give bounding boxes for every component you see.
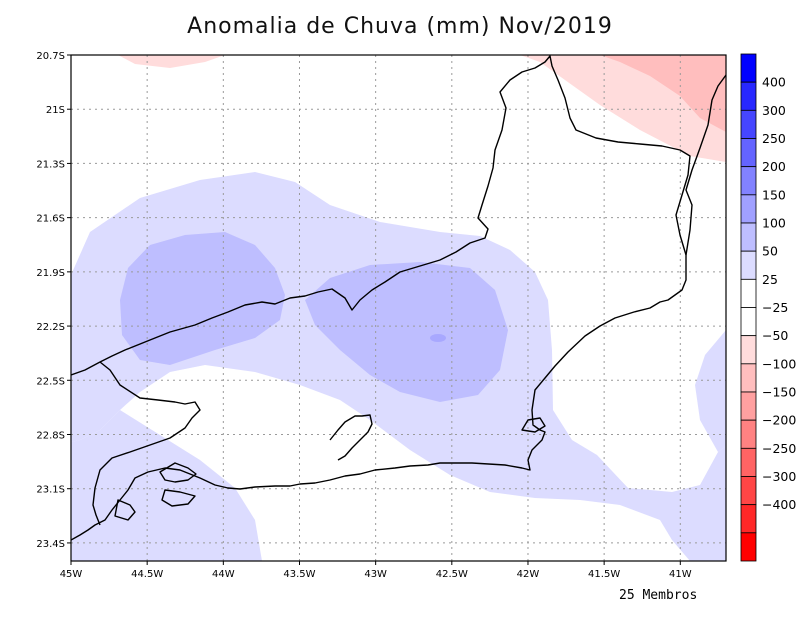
island — [521, 417, 546, 433]
lat-lon-grid — [71, 55, 726, 561]
colorbar-label: −100 — [762, 356, 796, 371]
lat-tick-label: 22.2S — [36, 322, 65, 333]
colorbar-swatch — [740, 53, 757, 83]
colorbar-swatch — [740, 363, 757, 393]
lon-tick-label: 44W — [212, 569, 235, 580]
colorbar-swatch — [740, 307, 757, 337]
lat-tick-label: 21S — [46, 105, 65, 116]
colorbar-swatch — [740, 419, 757, 449]
island — [161, 489, 196, 507]
lat-tick-label: 21.6S — [36, 214, 65, 225]
lon-tick-label: 43W — [364, 569, 387, 580]
colorbar-label: −150 — [762, 385, 796, 400]
colorbar-swatch — [740, 109, 757, 139]
colorbar-label: 100 — [762, 216, 786, 231]
lat-tick-label: 22.5S — [36, 376, 65, 387]
ensemble-members-label: 25 Membros — [619, 588, 698, 603]
lon-tick-label: 41W — [669, 569, 692, 580]
island — [114, 499, 136, 521]
longitude-axis: 45W 44.5W 44W 43.5W 43W 42.5W 42W 41.5W 41W — [60, 561, 692, 580]
lat-tick-label: 21.9S — [36, 268, 65, 279]
anomaly-fill-layer — [71, 55, 726, 561]
colorbar-swatch — [740, 532, 757, 562]
colorbar-swatch — [740, 335, 757, 365]
colorbar-legend: 400 300 250 200 150 100 50 25 −25 −50 −100 −150 −200… — [740, 53, 796, 562]
state-boundary-coastline — [71, 55, 726, 541]
colorbar-swatch — [740, 504, 757, 534]
colorbar-label: 150 — [762, 187, 786, 202]
lat-tick-label: 22.8S — [36, 431, 65, 442]
colorbar-swatch — [740, 194, 757, 224]
anomaly-light-red-top — [118, 55, 225, 68]
colorbar-label: −400 — [762, 497, 796, 512]
latitude-axis: 20.7S 21S 21.3S 21.6S 21.9S 22.2S 22.5S 22.8S 23… — [36, 51, 71, 550]
guanabara-bay — [329, 414, 373, 461]
colorbar-swatch — [740, 81, 757, 111]
colorbar-label: 250 — [762, 131, 786, 146]
anomaly-mid-blue-dot — [430, 334, 446, 342]
anomaly-light-blue-right — [695, 330, 726, 452]
lon-tick-label: 41.5W — [588, 569, 620, 580]
colorbar-swatch — [740, 250, 757, 280]
anomaly-mid-red-region — [600, 55, 726, 132]
island — [159, 462, 197, 483]
colorbar-label: −200 — [762, 413, 796, 428]
colorbar-swatch — [740, 476, 757, 506]
colorbar-label: 50 — [762, 244, 778, 259]
coastline-north — [685, 74, 726, 256]
lon-tick-label: 42.5W — [436, 569, 468, 580]
inland-border-south — [92, 361, 201, 526]
map-title: Anomalia de Chuva (mm) Nov/2019 — [187, 14, 613, 39]
colorbar-label: 200 — [762, 159, 786, 174]
anomaly-light-blue-bottom — [71, 410, 262, 561]
colorbar-label: 400 — [762, 75, 786, 90]
colorbar-label: −25 — [762, 300, 788, 315]
colorbar-swatch — [740, 222, 757, 252]
anomaly-mid-blue-east — [305, 262, 508, 402]
colorbar-label: −300 — [762, 469, 796, 484]
anomaly-mid-blue-west — [120, 232, 285, 365]
colorbar-swatch — [740, 138, 757, 168]
lat-tick-label: 21.3S — [36, 159, 65, 170]
lon-tick-label: 42W — [517, 569, 540, 580]
colorbar-swatch — [740, 166, 757, 196]
lon-tick-label: 43.5W — [283, 569, 315, 580]
colorbar-label: −50 — [762, 328, 788, 343]
colorbar-swatch — [740, 391, 757, 421]
colorbar-label: −250 — [762, 441, 796, 456]
plot-frame — [70, 54, 727, 562]
lat-tick-label: 23.4S — [36, 539, 65, 550]
lon-tick-label: 45W — [60, 569, 83, 580]
colorbar-label: 25 — [762, 272, 778, 287]
lat-tick-label: 20.7S — [36, 51, 65, 62]
colorbar-swatch — [740, 278, 757, 308]
state-border — [71, 55, 691, 541]
colorbar-swatch — [740, 447, 757, 477]
lat-tick-label: 23.1S — [36, 485, 65, 496]
colorbar-label: 300 — [762, 103, 786, 118]
lon-tick-label: 44.5W — [131, 569, 163, 580]
